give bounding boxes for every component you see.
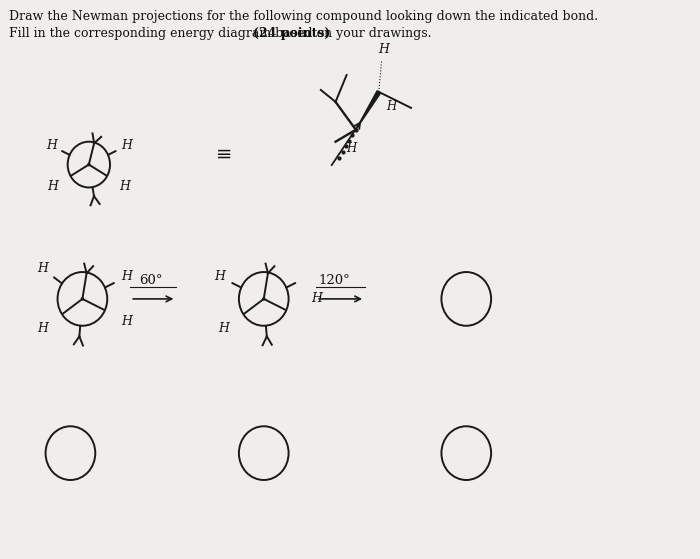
Circle shape xyxy=(262,298,265,300)
Text: H: H xyxy=(346,141,356,155)
Text: H: H xyxy=(37,262,48,276)
Text: H: H xyxy=(121,315,132,328)
Text: H: H xyxy=(46,139,57,152)
Text: H: H xyxy=(121,270,132,283)
Text: 60°: 60° xyxy=(139,274,162,287)
Text: (24 points): (24 points) xyxy=(253,27,330,40)
Text: ≡: ≡ xyxy=(216,146,232,164)
Text: H: H xyxy=(214,270,225,283)
Text: H: H xyxy=(312,292,322,305)
Circle shape xyxy=(88,163,90,165)
Text: H: H xyxy=(218,323,230,335)
Text: H: H xyxy=(378,43,389,56)
Text: Fill in the corresponding energy diagram based on your drawings.: Fill in the corresponding energy diagram… xyxy=(9,27,435,40)
Polygon shape xyxy=(356,91,381,130)
Text: H: H xyxy=(48,181,59,193)
Text: Draw the Newman projections for the following compound looking down the indicate: Draw the Newman projections for the foll… xyxy=(9,11,598,23)
Text: H: H xyxy=(386,100,396,113)
Text: H: H xyxy=(37,323,48,335)
Text: H: H xyxy=(121,139,132,152)
Text: H: H xyxy=(119,181,130,193)
Circle shape xyxy=(81,298,83,300)
Text: 120°: 120° xyxy=(318,274,351,287)
